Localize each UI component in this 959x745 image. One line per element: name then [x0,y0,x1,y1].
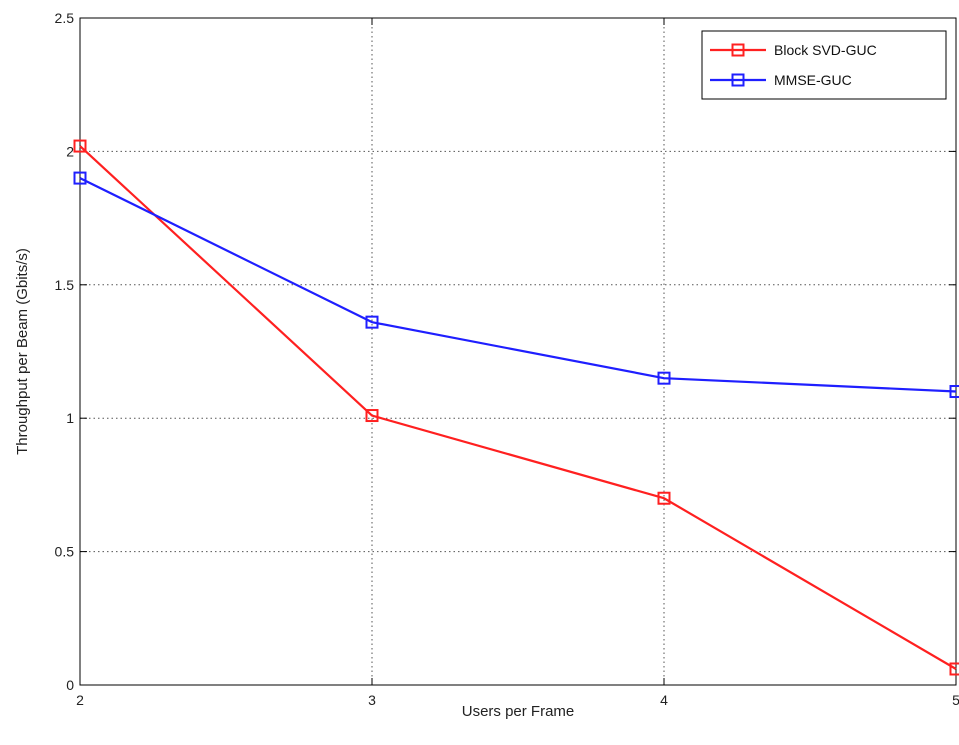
x-tick-label: 2 [76,692,84,708]
data-point-marker [73,171,87,185]
y-tick-label: 0 [66,677,74,693]
series-block-svd-guc [73,139,959,676]
legend: Block SVD-GUC MMSE-GUC [701,30,947,100]
series-lines [73,139,959,676]
x-tick-label: 5 [952,692,959,708]
legend-label: MMSE-GUC [774,72,852,88]
legend-box [701,30,947,100]
y-tick-label: 1 [66,410,74,426]
legend-item: Block SVD-GUC [710,42,877,58]
data-point-marker [73,139,87,153]
data-point-marker [949,662,959,676]
plot-frame [79,17,957,686]
legend-marker-swatch [731,43,745,57]
y-tick-label: 2.5 [55,10,75,26]
series-line [79,145,957,670]
data-point-marker [949,385,959,399]
legend-item: MMSE-GUC [710,72,852,88]
data-point-marker [365,315,379,329]
x-tick-label: 4 [660,692,668,708]
x-axis-label: Users per Frame [462,703,575,720]
axes [79,17,957,686]
y-tick-label: 2 [66,143,74,159]
x-tick-label: 3 [368,692,376,708]
series-line [79,177,957,393]
y-tick-label: 1.5 [55,277,75,293]
data-point-marker [657,491,671,505]
y-axis-label: Throughput per Beam (Gbits/s) [14,248,31,455]
data-point-marker [657,371,671,385]
series-mmse-guc [73,171,959,399]
legend-label: Block SVD-GUC [774,42,877,58]
tick-labels: 2 3 4 5 0 0.5 1 1.5 2 2.5 [55,10,959,708]
grid [80,18,956,685]
data-point-marker [365,409,379,423]
y-tick-label: 0.5 [55,544,75,560]
legend-marker-swatch [731,73,745,87]
